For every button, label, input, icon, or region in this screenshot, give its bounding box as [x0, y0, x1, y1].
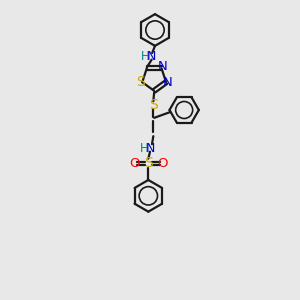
- Text: S: S: [136, 75, 145, 89]
- Text: S: S: [149, 98, 158, 112]
- Text: N: N: [163, 76, 173, 89]
- Text: H: H: [140, 142, 148, 155]
- Text: H: H: [141, 50, 150, 63]
- Text: N: N: [147, 50, 156, 63]
- Text: O: O: [157, 157, 168, 170]
- Text: O: O: [129, 157, 140, 170]
- Text: N: N: [158, 60, 168, 74]
- Text: S: S: [144, 156, 153, 170]
- Text: N: N: [145, 142, 155, 155]
